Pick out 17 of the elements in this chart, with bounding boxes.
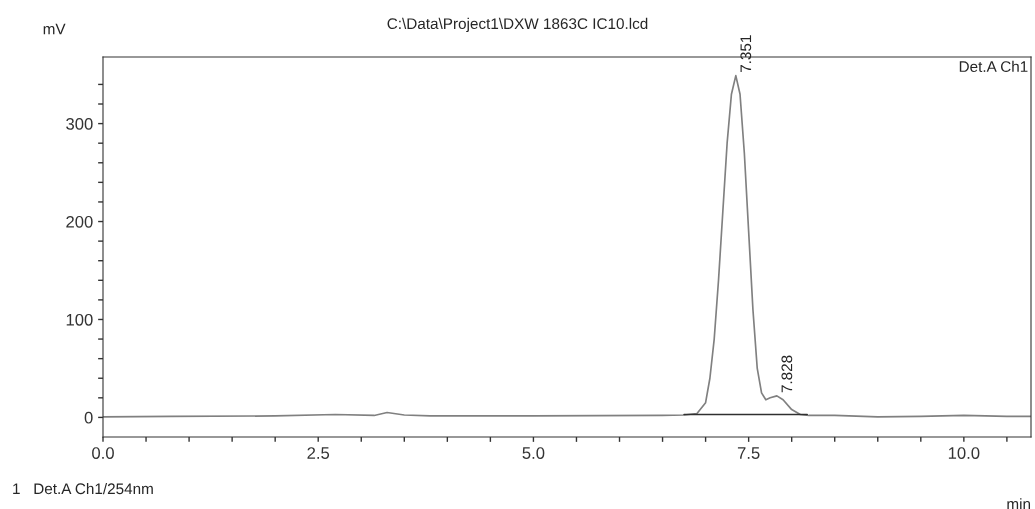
y-axis-title: mV xyxy=(43,23,66,35)
annotation: 7.351 xyxy=(740,35,752,73)
y-tick-label: 300 xyxy=(66,118,93,130)
annotation: Det.A Ch1 xyxy=(959,60,1028,73)
x-tick-label: 2.5 xyxy=(307,447,330,459)
x-axis-title: min xyxy=(1007,498,1031,509)
line-series xyxy=(103,74,1031,418)
annotation: 7.828 xyxy=(781,355,793,393)
x-tick-label: 7.5 xyxy=(737,447,760,459)
x-tick-label: 10.0 xyxy=(948,447,980,459)
y-tick-label: 0 xyxy=(84,411,93,424)
x-tick-label: 0.0 xyxy=(92,447,114,459)
y-tick-label: 100 xyxy=(66,313,93,326)
y-tick-label: 200 xyxy=(66,215,93,228)
chart-title: C:\Data\Project1\DXW 1863C IC10.lcd xyxy=(387,17,648,33)
x-tick-label: 5.0 xyxy=(522,447,545,459)
text: 1 Det.A Ch1/254nm xyxy=(13,482,153,495)
